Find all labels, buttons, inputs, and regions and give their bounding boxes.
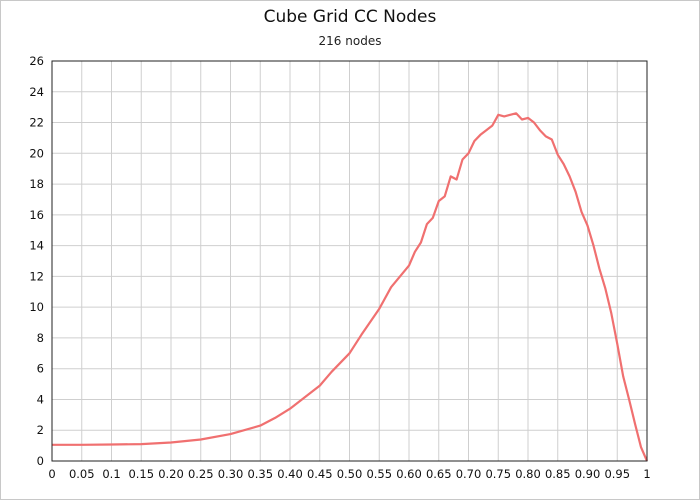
y-tick-label: 26 [29,54,44,68]
x-tick-label: 0.45 [307,467,333,481]
y-tick-label: 0 [37,454,44,468]
chart-subtitle: 216 nodes [318,34,382,48]
series-line-0 [52,112,649,462]
x-tick-label: 0.90 [575,467,601,481]
x-axis-ticks: 0 0.05 0.1 0.15 0.20 0.25 0.30 0.35 0.40 0.45 0.50… [48,467,650,481]
series-group [52,112,649,462]
y-tick-label: 2 [37,423,44,437]
y-tick-label: 12 [29,269,44,283]
x-tick-label: 0.75 [485,467,511,481]
x-tick-label: 0.30 [218,467,244,481]
x-tick-label: 0.65 [426,467,452,481]
x-tick-label: 1 [643,467,650,481]
y-tick-label: 14 [29,239,44,253]
x-tick-label: 0.50 [337,467,363,481]
x-tick-label: 0 [48,467,55,481]
grid-lines [51,60,648,462]
x-tick-label: 0.05 [69,467,95,481]
x-tick-label: 0.85 [545,467,571,481]
x-tick-label: 0.1 [102,467,120,481]
y-tick-label: 22 [29,116,44,130]
x-tick-label: 0.40 [277,467,303,481]
plot-area-border [51,60,648,462]
x-tick-label: 0.70 [456,467,482,481]
x-tick-label: 0.35 [247,467,273,481]
x-tick-label: 0.20 [158,467,184,481]
x-tick-label: 0.25 [188,467,214,481]
y-tick-label: 8 [37,331,44,345]
y-tick-label: 6 [37,362,44,376]
x-tick-label: 0.15 [128,467,154,481]
x-tick-label: 0.60 [396,467,422,481]
x-tick-label: 0.80 [515,467,541,481]
x-tick-label: 0.55 [366,467,392,481]
y-tick-label: 18 [29,177,44,191]
y-tick-label: 16 [29,208,44,222]
y-tick-label: 20 [29,146,44,160]
y-tick-label: 4 [37,392,44,406]
chart-title: Cube Grid CC Nodes [263,7,437,27]
y-tick-label: 10 [29,300,44,314]
y-tick-label: 24 [29,85,44,99]
x-tick-label: 0.95 [604,467,630,481]
